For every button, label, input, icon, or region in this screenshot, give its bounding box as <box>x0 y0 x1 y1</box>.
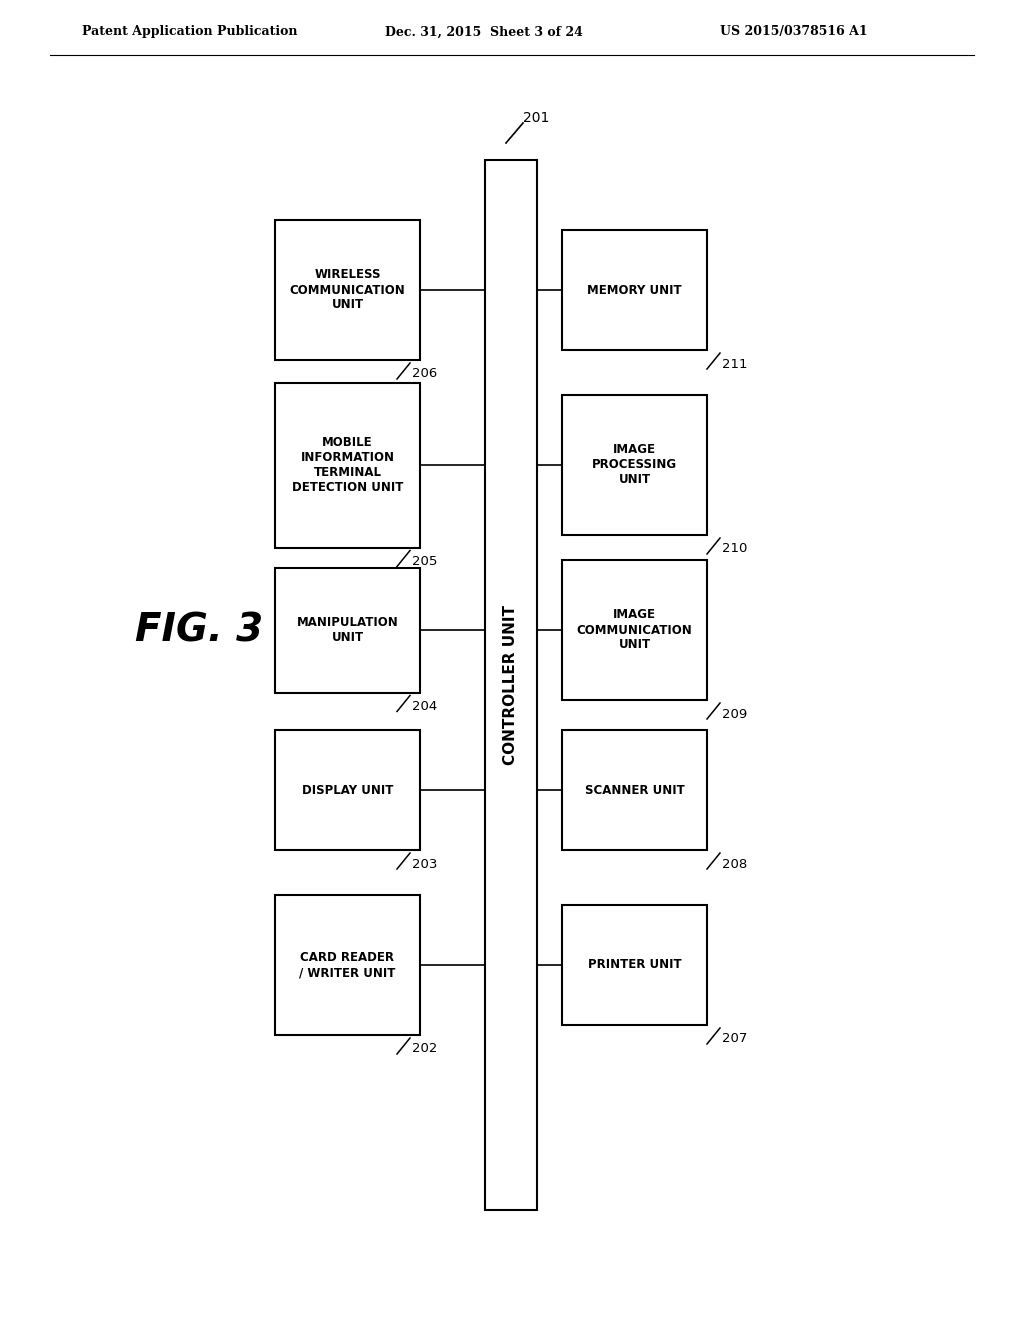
Bar <box>562 560 707 700</box>
Text: 205: 205 <box>412 554 437 568</box>
Text: 202: 202 <box>412 1043 437 1056</box>
Bar <box>275 220 420 360</box>
Bar <box>562 395 707 535</box>
Text: IMAGE
PROCESSING
UNIT: IMAGE PROCESSING UNIT <box>592 444 677 487</box>
Text: 210: 210 <box>722 543 748 556</box>
Text: SCANNER UNIT: SCANNER UNIT <box>585 784 684 796</box>
Text: PRINTER UNIT: PRINTER UNIT <box>588 958 681 972</box>
Text: 204: 204 <box>412 700 437 713</box>
Text: 203: 203 <box>412 858 437 870</box>
Text: US 2015/0378516 A1: US 2015/0378516 A1 <box>720 25 867 38</box>
Text: 207: 207 <box>722 1032 748 1045</box>
Text: DISPLAY UNIT: DISPLAY UNIT <box>302 784 393 796</box>
Bar <box>562 906 707 1026</box>
Text: 208: 208 <box>722 858 748 870</box>
Text: 201: 201 <box>523 111 549 125</box>
Text: MANIPULATION
UNIT: MANIPULATION UNIT <box>297 616 398 644</box>
Bar <box>275 730 420 850</box>
Text: Patent Application Publication: Patent Application Publication <box>82 25 298 38</box>
Text: CARD READER
/ WRITER UNIT: CARD READER / WRITER UNIT <box>299 950 395 979</box>
Text: MOBILE
INFORMATION
TERMINAL
DETECTION UNIT: MOBILE INFORMATION TERMINAL DETECTION UN… <box>292 436 403 494</box>
Text: WIRELESS
COMMUNICATION
UNIT: WIRELESS COMMUNICATION UNIT <box>290 268 406 312</box>
Text: 211: 211 <box>722 358 748 371</box>
Text: CONTROLLER UNIT: CONTROLLER UNIT <box>504 605 518 766</box>
Text: MEMORY UNIT: MEMORY UNIT <box>587 284 682 297</box>
Text: IMAGE
COMMUNICATION
UNIT: IMAGE COMMUNICATION UNIT <box>577 609 692 652</box>
Text: FIG. 3: FIG. 3 <box>135 611 263 649</box>
Text: 206: 206 <box>412 367 437 380</box>
Bar <box>562 230 707 350</box>
Text: Dec. 31, 2015  Sheet 3 of 24: Dec. 31, 2015 Sheet 3 of 24 <box>385 25 583 38</box>
Text: 209: 209 <box>722 708 748 721</box>
Bar <box>275 568 420 693</box>
Bar <box>562 730 707 850</box>
Bar <box>485 160 537 1210</box>
Bar <box>275 383 420 548</box>
Bar <box>275 895 420 1035</box>
